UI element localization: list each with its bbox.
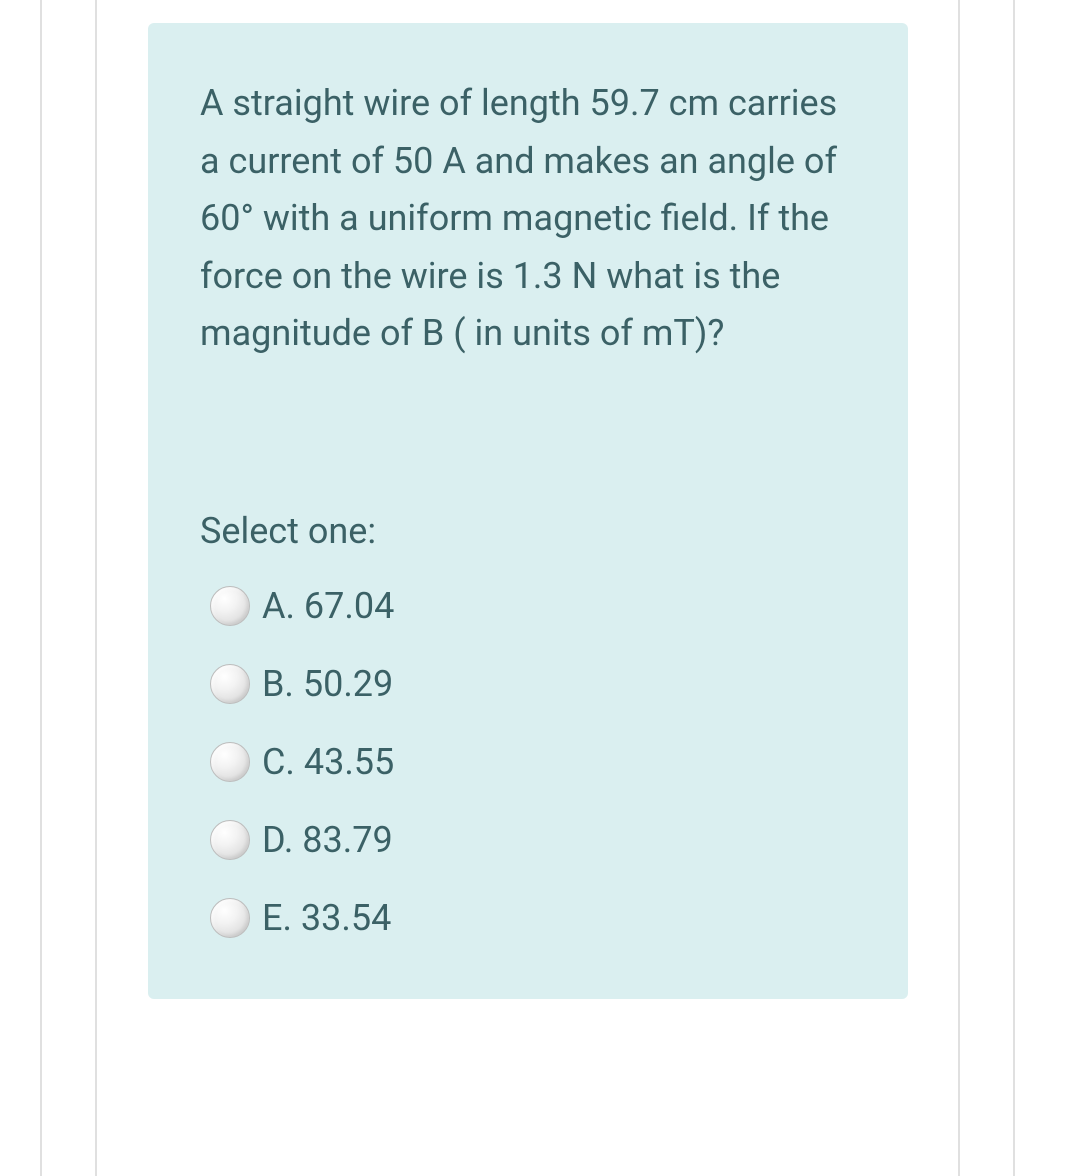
option-a-label: A. 67.04	[262, 585, 394, 627]
option-c-label: C. 43.55	[262, 741, 394, 783]
radio-d[interactable]	[210, 820, 250, 860]
radio-c[interactable]	[210, 742, 250, 782]
option-e[interactable]: E. 33.54	[200, 897, 856, 939]
radio-e[interactable]	[210, 898, 250, 938]
option-e-label: E. 33.54	[262, 897, 391, 939]
option-d[interactable]: D. 83.79	[200, 819, 856, 861]
question-box: A straight wire of length 59.7 cm carrie…	[148, 23, 908, 999]
option-d-label: D. 83.79	[262, 819, 393, 861]
options-group: A. 67.04 B. 50.29 C. 43.55 D. 83.79 E. 3…	[200, 585, 856, 939]
option-a[interactable]: A. 67.04	[200, 585, 856, 627]
option-b[interactable]: B. 50.29	[200, 663, 856, 705]
option-c[interactable]: C. 43.55	[200, 741, 856, 783]
select-one-label: Select one:	[200, 503, 856, 561]
question-text: A straight wire of length 59.7 cm carrie…	[200, 75, 856, 363]
radio-b[interactable]	[210, 664, 250, 704]
option-b-label: B. 50.29	[262, 663, 393, 705]
radio-a[interactable]	[210, 586, 250, 626]
